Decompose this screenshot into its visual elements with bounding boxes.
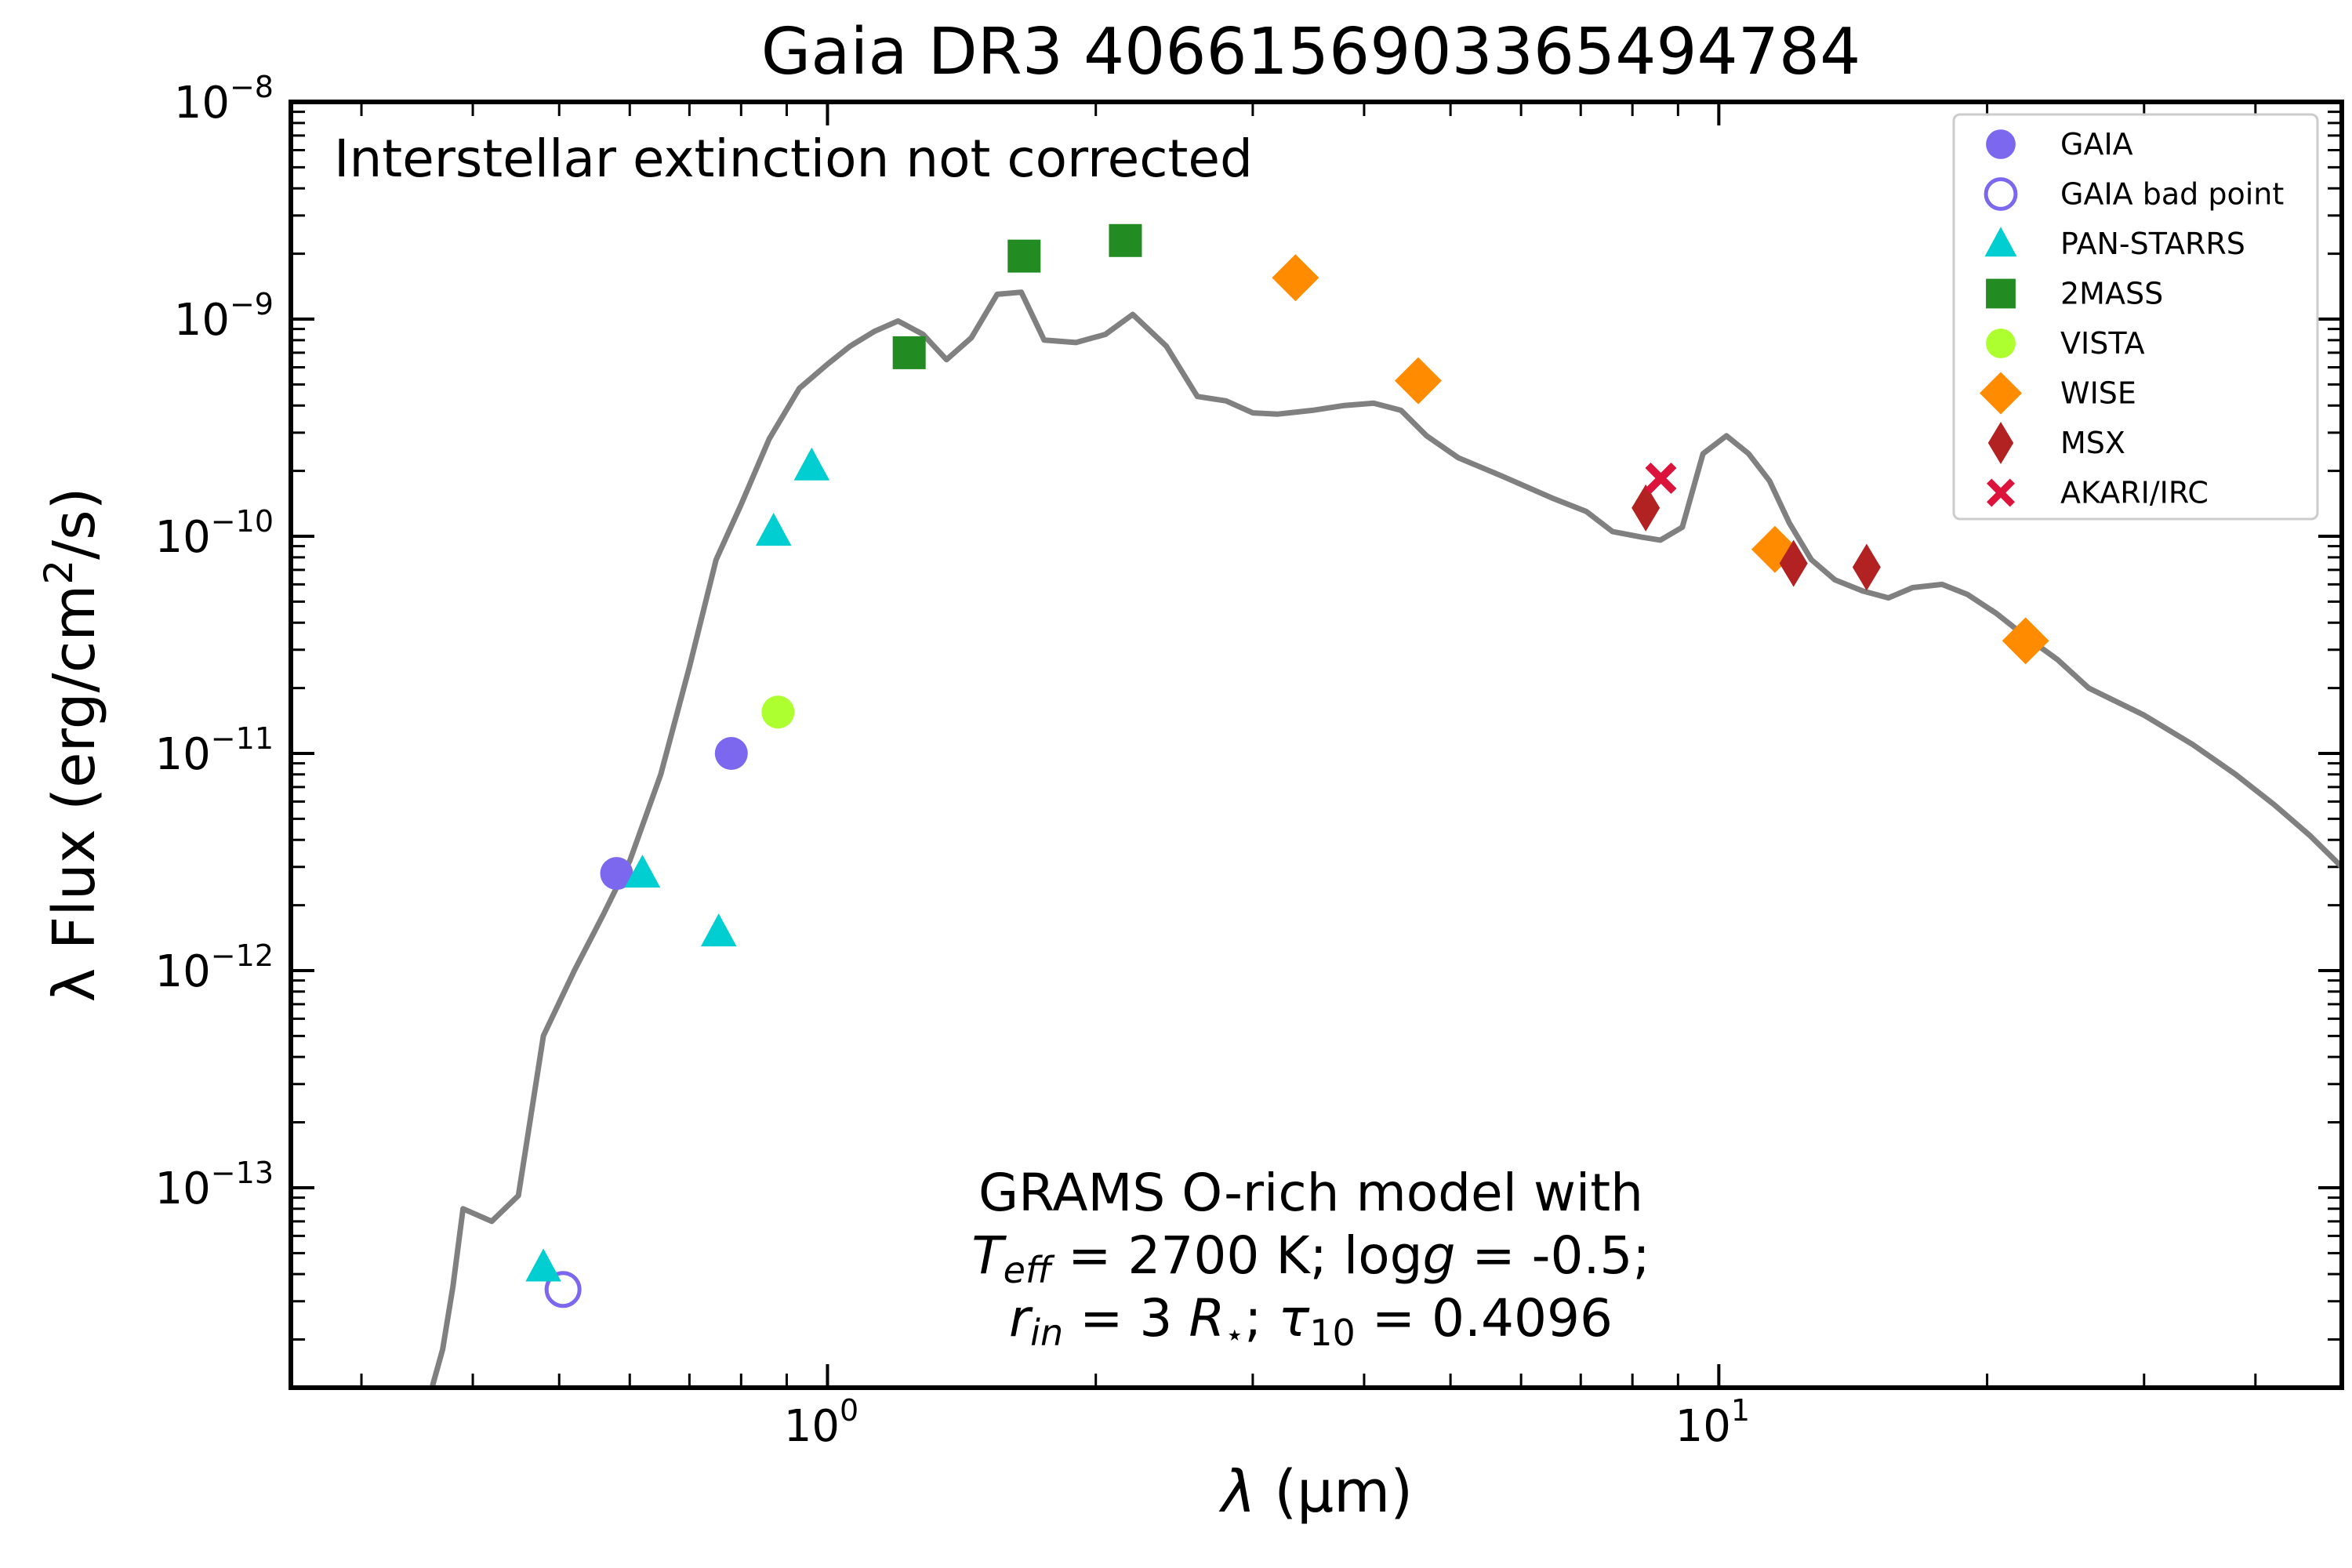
legend-gaia-label: GAIA xyxy=(2060,127,2133,162)
wise-marker xyxy=(1272,254,1319,302)
legend-wise-symbol xyxy=(1980,372,2022,415)
tau-symbol: τ xyxy=(1278,1288,1310,1348)
rin-subscript: in xyxy=(1030,1312,1063,1354)
2mass-marker xyxy=(892,336,926,369)
legend-msx-label: MSX xyxy=(2060,426,2125,460)
legend-akari-irc-label: AKARI/IRC xyxy=(2060,476,2209,510)
y-axis-label-sup: 2 xyxy=(36,560,82,585)
pan-starrs-marker xyxy=(793,447,830,481)
y-axis-label-prefix: λ Flux (erg/cm xyxy=(41,585,108,1003)
tau-value: = 0.4096 xyxy=(1356,1288,1613,1348)
legend-gaia-bad-point-symbol xyxy=(1984,177,2018,211)
x-axis-symbol: λ xyxy=(1218,1458,1256,1526)
wise-marker xyxy=(2002,617,2049,665)
y-tick-label: 10−12 xyxy=(155,938,274,997)
y-tick-labels: 10−8 10−9 10−10 10−11 10−12 10−13 xyxy=(155,70,274,1214)
separator: ; xyxy=(1244,1288,1278,1348)
rstar-subscript: ⋆ xyxy=(1225,1317,1244,1353)
logg-symbol: g xyxy=(1422,1225,1455,1286)
chart-title: Gaia DR3 4066156903365494784 xyxy=(761,15,1861,89)
x-axis-unit: (μm) xyxy=(1274,1458,1413,1526)
legend-vista-label: VISTA xyxy=(2060,326,2145,361)
x-tick-label: 101 xyxy=(1675,1393,1750,1452)
x-tick-label: 100 xyxy=(784,1393,858,1452)
legend-msx-symbol xyxy=(1987,422,2014,464)
legend-2mass-label: 2MASS xyxy=(2060,277,2163,311)
model-line-2: Teff = 2700 K; logg = -0.5; xyxy=(971,1225,1650,1291)
pan-starrs-marker xyxy=(525,1248,561,1282)
y-tick-label: 10−11 xyxy=(155,721,274,780)
rin-symbol: r xyxy=(1009,1288,1033,1348)
pan-starrs-marker xyxy=(624,855,661,888)
legend-box xyxy=(1952,113,2319,521)
plot-frame xyxy=(289,100,2344,1390)
pan-starrs-marker xyxy=(700,913,737,947)
gaia-bad-point-marker xyxy=(544,1271,582,1308)
2mass-marker xyxy=(1109,223,1142,257)
gaia-marker xyxy=(600,857,633,891)
x-tick-labels: 100 101 xyxy=(784,1393,1750,1452)
legend-gaia-symbol xyxy=(1986,129,2016,159)
y-axis-label-suffix: /s) xyxy=(41,487,108,559)
y-tick-label: 10−13 xyxy=(155,1156,274,1214)
y-tick-label: 10−8 xyxy=(174,70,274,129)
msx-marker xyxy=(1779,539,1808,587)
pan-starrs-marker xyxy=(755,513,792,546)
y-tick-label: 10−9 xyxy=(174,287,274,346)
legend-akari-irc-symbol xyxy=(1987,478,2015,507)
y-axis-label: λ Flux (erg/cm2/s) xyxy=(36,487,108,1002)
wise-marker xyxy=(1394,357,1442,405)
x-axis-label: λ (μm) xyxy=(1218,1458,1413,1526)
vista-marker xyxy=(761,695,795,729)
model-curve xyxy=(429,289,2344,1388)
data-markers xyxy=(525,223,2049,1308)
extinction-note: Interstellar extinction not corrected xyxy=(334,129,1253,189)
msx-marker xyxy=(1852,543,1881,591)
legend-pan-starrs-symbol xyxy=(1984,227,2017,257)
logg-value: = -0.5; xyxy=(1455,1225,1650,1286)
2mass-marker xyxy=(1007,239,1041,273)
legend-2mass-symbol xyxy=(1986,278,2016,309)
gaia-marker xyxy=(714,736,748,770)
teff-symbol: T xyxy=(971,1225,1007,1286)
rin-value: = 3 xyxy=(1063,1288,1189,1348)
legend-wise-label: WISE xyxy=(2060,376,2136,411)
rstar-symbol: R xyxy=(1189,1288,1225,1348)
tau-subscript: 10 xyxy=(1309,1312,1356,1354)
model-description: GRAMS O-rich model with Teff = 2700 K; l… xyxy=(971,1163,1650,1354)
model-line-1: GRAMS O-rich model with xyxy=(978,1163,1643,1223)
model-line-3: rin = 3 R⋆; τ10 = 0.4096 xyxy=(1009,1288,1613,1354)
legend: GAIA GAIA bad point PAN-STARRS 2MASS VISTA WI… xyxy=(1952,113,2319,521)
legend-gaia-bad-point-label: GAIA bad point xyxy=(2060,177,2284,212)
teff-value: = 2700 K; log xyxy=(1051,1225,1422,1286)
legend-vista-symbol xyxy=(1986,328,2016,358)
akari-irc-marker xyxy=(1645,462,1677,494)
y-tick-label: 10−10 xyxy=(155,504,274,563)
teff-subscript: eff xyxy=(1004,1249,1055,1291)
msx-marker xyxy=(1632,484,1661,532)
legend-pan-starrs-label: PAN-STARRS xyxy=(2060,227,2245,261)
